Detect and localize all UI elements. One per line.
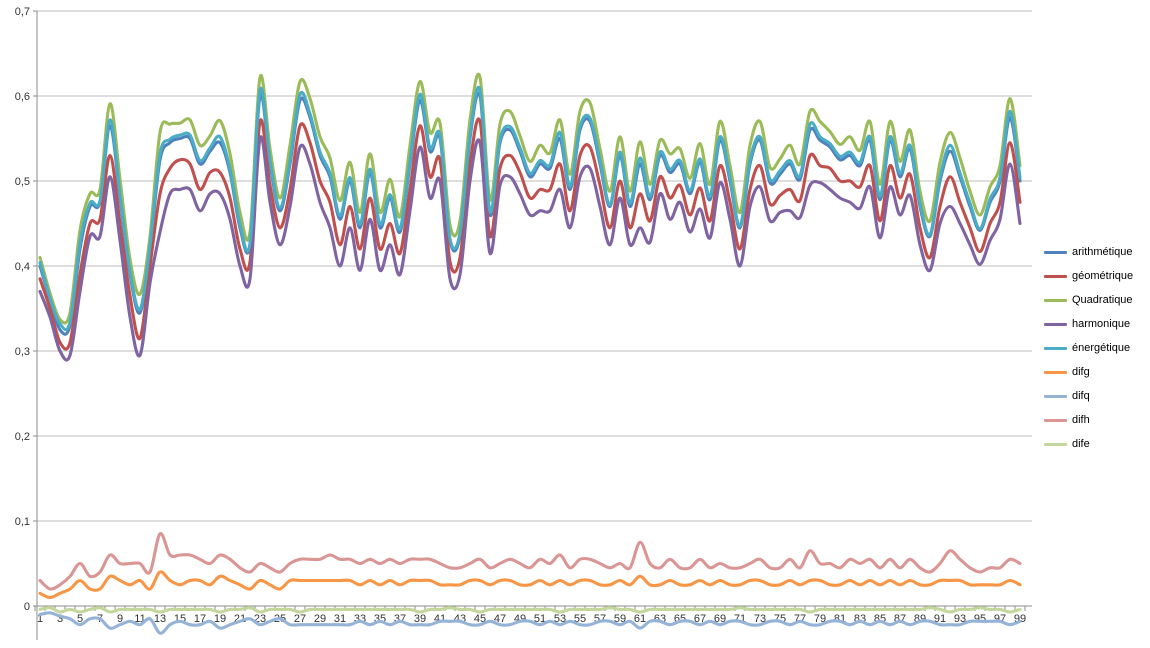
- y-axis-label: 0,1: [15, 516, 30, 528]
- x-axis-label: 95: [974, 613, 986, 625]
- y-axis-label: 0,7: [15, 6, 30, 18]
- x-axis-label: 3: [57, 613, 63, 625]
- series-line-difh[interactable]: [38, 532, 1022, 591]
- legend-item-difh[interactable]: difh: [1044, 408, 1133, 432]
- y-axis-label: 0: [24, 601, 30, 613]
- x-axis-label: 1: [37, 613, 43, 625]
- x-axis-label: 9: [117, 613, 123, 625]
- legend-item-difg[interactable]: difg: [1044, 360, 1133, 384]
- legend-item-quadratique[interactable]: Quadratique: [1044, 288, 1133, 312]
- y-axis-label: 0,5: [15, 176, 30, 188]
- x-axis-label: 93: [954, 613, 966, 625]
- x-axis-label: 19: [214, 613, 226, 625]
- legend-swatch-difq: [1044, 394, 1067, 398]
- x-axis-label: 91: [934, 613, 946, 625]
- legend-label-harmonique: harmonique: [1072, 318, 1131, 330]
- x-axis-label: 69: [714, 613, 726, 625]
- x-axis-label: 53: [554, 613, 566, 625]
- y-axis-label: 0,3: [15, 346, 30, 358]
- legend-item-geometrique[interactable]: géométrique: [1044, 264, 1133, 288]
- legend-label-difg: difg: [1072, 366, 1090, 378]
- series-line-geometrique[interactable]: [38, 117, 1022, 351]
- series-line-difq[interactable]: [38, 611, 1022, 635]
- legend-swatch-arithmetique: [1044, 250, 1067, 254]
- x-axis-label: 5: [77, 613, 83, 625]
- y-axis-label: 0,4: [15, 261, 30, 273]
- legend-swatch-dife: [1044, 442, 1067, 446]
- legend-label-quadratique: Quadratique: [1072, 294, 1133, 306]
- legend: arithmétique géométrique Quadratique harmon…: [1044, 240, 1133, 456]
- legend-label-dife: dife: [1072, 438, 1090, 450]
- x-axis-label: 61: [634, 613, 646, 625]
- legend-item-difq[interactable]: difq: [1044, 384, 1133, 408]
- legend-swatch-quadratique: [1044, 298, 1067, 302]
- x-axis-label: 11: [134, 613, 145, 625]
- x-axis-label: 39: [414, 613, 426, 625]
- legend-label-arithmetique: arithmétique: [1072, 246, 1133, 258]
- x-axis-label: 59: [614, 613, 626, 625]
- x-axis-label: 51: [534, 613, 546, 625]
- x-axis-label: 27: [294, 613, 306, 625]
- legend-item-dife[interactable]: dife: [1044, 432, 1133, 456]
- legend-item-arithmetique[interactable]: arithmétique: [1044, 240, 1133, 264]
- y-axis-label: 0,2: [15, 431, 30, 443]
- legend-label-energetique: énergétique: [1072, 342, 1131, 354]
- x-axis-label: 13: [154, 613, 166, 625]
- series-line-energetique[interactable]: [38, 85, 1022, 332]
- legend-swatch-geometrique: [1044, 274, 1067, 278]
- x-axis-label: 67: [694, 613, 706, 625]
- series-line-difg[interactable]: [38, 570, 1022, 600]
- legend-item-energetique[interactable]: énergétique: [1044, 336, 1133, 360]
- y-axis-label: 0,6: [15, 91, 30, 103]
- series-line-quadratique[interactable]: [38, 72, 1022, 325]
- legend-swatch-difh: [1044, 418, 1067, 422]
- legend-swatch-harmonique: [1044, 322, 1067, 326]
- series-line-dife[interactable]: [38, 606, 1022, 614]
- legend-label-difq: difq: [1072, 390, 1090, 402]
- x-axis-label: 29: [314, 613, 326, 625]
- series-line-harmonique[interactable]: [38, 135, 1022, 362]
- x-axis-label: 31: [334, 613, 346, 625]
- x-axis-label: 79: [814, 613, 826, 625]
- legend-swatch-difg: [1044, 370, 1067, 374]
- legend-swatch-energetique: [1044, 346, 1067, 350]
- legend-label-difh: difh: [1072, 414, 1090, 426]
- x-axis-label: 73: [754, 613, 766, 625]
- legend-item-harmonique[interactable]: harmonique: [1044, 312, 1133, 336]
- legend-label-geometrique: géométrique: [1072, 270, 1134, 282]
